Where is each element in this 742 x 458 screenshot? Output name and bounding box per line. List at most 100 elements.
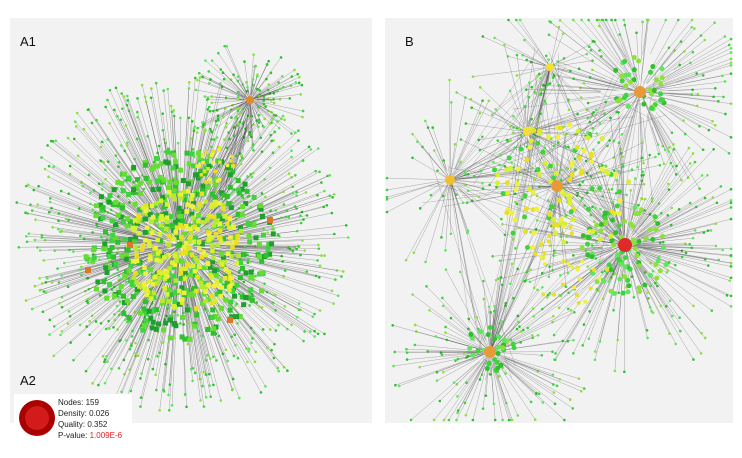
node xyxy=(729,57,733,61)
node xyxy=(542,262,547,267)
edge xyxy=(625,245,648,339)
edge xyxy=(558,195,569,274)
node xyxy=(162,89,165,92)
node xyxy=(304,191,308,194)
node xyxy=(504,180,510,186)
node xyxy=(522,328,525,332)
node xyxy=(519,330,523,333)
edge xyxy=(547,72,550,85)
node xyxy=(230,116,233,119)
node xyxy=(236,190,242,196)
node xyxy=(151,290,157,296)
node xyxy=(106,360,109,364)
node xyxy=(243,60,246,63)
node xyxy=(78,268,82,272)
edge xyxy=(196,253,276,296)
node xyxy=(27,232,31,235)
node xyxy=(424,260,427,264)
node xyxy=(116,289,122,295)
node xyxy=(497,277,500,280)
edge xyxy=(114,272,169,400)
node xyxy=(104,295,110,301)
node xyxy=(140,327,146,333)
node xyxy=(170,165,176,171)
edge xyxy=(470,332,488,350)
edge xyxy=(630,267,648,331)
node xyxy=(690,246,694,250)
node xyxy=(209,204,214,209)
edge xyxy=(670,104,713,122)
node xyxy=(532,178,536,181)
node xyxy=(149,296,154,301)
node xyxy=(449,232,453,236)
edge xyxy=(193,130,299,232)
node xyxy=(717,99,720,103)
node xyxy=(428,308,431,312)
node xyxy=(251,337,254,340)
node xyxy=(68,314,72,318)
node xyxy=(467,345,473,351)
edge xyxy=(237,101,248,112)
node xyxy=(519,341,522,344)
edge xyxy=(547,259,604,298)
node xyxy=(729,305,733,308)
node xyxy=(346,236,350,239)
node xyxy=(125,339,128,342)
node xyxy=(209,314,215,320)
node xyxy=(179,334,185,340)
node xyxy=(323,332,326,336)
node xyxy=(623,23,627,27)
edge xyxy=(16,202,136,234)
node xyxy=(567,291,570,295)
edge xyxy=(504,153,558,187)
node xyxy=(729,199,733,202)
node xyxy=(208,180,212,184)
node xyxy=(60,330,64,333)
node xyxy=(119,144,123,147)
edge xyxy=(457,351,491,397)
node xyxy=(225,44,229,48)
edge xyxy=(430,184,445,196)
node xyxy=(297,139,300,142)
node xyxy=(143,175,149,181)
node xyxy=(478,148,482,152)
node xyxy=(729,72,733,75)
node xyxy=(177,288,182,294)
node xyxy=(213,231,219,237)
edge xyxy=(498,308,534,344)
edge xyxy=(68,253,157,287)
node xyxy=(465,356,468,359)
node xyxy=(301,159,305,162)
node xyxy=(103,265,109,271)
node xyxy=(210,165,214,168)
node xyxy=(441,370,445,374)
node xyxy=(54,139,58,143)
node xyxy=(207,372,211,376)
node xyxy=(569,231,574,236)
edge xyxy=(602,19,627,61)
node xyxy=(137,284,142,289)
node xyxy=(123,256,129,262)
node xyxy=(307,145,311,149)
node xyxy=(723,35,727,38)
node xyxy=(517,320,520,324)
node xyxy=(269,71,273,75)
node xyxy=(475,348,481,354)
edge xyxy=(613,107,635,158)
node xyxy=(441,304,445,308)
node xyxy=(559,274,562,277)
node xyxy=(249,135,253,139)
hub xyxy=(246,96,254,104)
edge xyxy=(532,133,559,143)
node xyxy=(118,214,124,220)
node xyxy=(136,213,141,218)
node xyxy=(580,18,583,22)
node xyxy=(156,275,162,281)
node xyxy=(618,33,622,36)
node xyxy=(139,284,145,289)
edge xyxy=(464,362,485,403)
node xyxy=(116,268,120,271)
node xyxy=(597,276,602,281)
node xyxy=(69,341,73,344)
node xyxy=(512,296,515,300)
